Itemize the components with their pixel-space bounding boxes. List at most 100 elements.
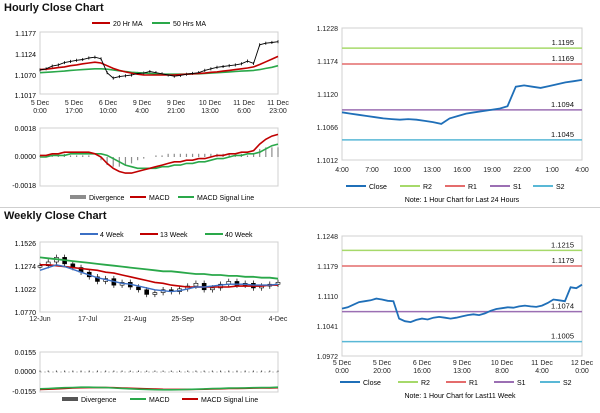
pivot-r2-label: 1.1195	[552, 38, 574, 47]
close-line	[341, 79, 583, 125]
ma20-line	[39, 55, 279, 76]
y-tick: 1.1124	[15, 52, 36, 59]
y-tick: 0.0018	[15, 126, 37, 133]
x-tick-label: 4:00	[335, 167, 349, 174]
y-tick: 1.0972	[317, 354, 339, 361]
y-tick: 1.1526	[15, 241, 37, 248]
hourly-price-x-ticks: 5 Dec 0:00 5 Dec 17:00 6 Dec 10:00 9 Dec 4:00 9 …	[31, 100, 289, 115]
y-tick: 1.1174	[317, 59, 338, 66]
candle-body	[37, 265, 43, 268]
x-tick-label: 19:00	[483, 167, 501, 174]
weekly-macd-chart: 0.0155 0.0000 -0.0155 Divergence MACD MA…	[12, 350, 279, 404]
weekly-section-title: Weekly Close Chart	[4, 210, 107, 222]
legend-divergence-swatch	[62, 397, 78, 401]
macd-line	[39, 386, 279, 391]
candle-body	[234, 281, 240, 286]
x-tick-label: 4-Dec	[269, 316, 288, 323]
legend-r2-label: R2	[423, 184, 432, 191]
y-tick: 1.1177	[15, 31, 36, 38]
weekly-macd-plot-area	[39, 351, 279, 393]
x-tick-label: 9 Dec 13:00	[453, 360, 472, 375]
weekly-pivot-x-ticks: 5 Dec 0:00 5 Dec 20:00 6 Dec 16:00 9 Dec 13:00 1…	[333, 360, 594, 375]
hourly-macd-legend: Divergence MACD MACD Signal Line	[70, 195, 254, 202]
legend-signal-label: MACD Signal Line	[201, 397, 258, 404]
y-tick: 0.0000	[15, 369, 37, 376]
weekly-price-plot-area	[39, 241, 279, 313]
y-tick: 1.1012	[317, 158, 339, 165]
legend-13week-label: 13 Week	[160, 232, 188, 239]
hourly-price-legend: 20 Hr MA 50 Hrs MA	[92, 21, 206, 28]
x-tick-label: 12-Jun	[29, 316, 51, 323]
weekly-macd-legend: Divergence MACD MACD Signal Line	[62, 397, 258, 404]
price-line	[39, 41, 279, 79]
candle-body	[95, 276, 100, 282]
x-tick-label: 16:00	[453, 167, 471, 174]
legend-divergence-label: Divergence	[81, 397, 117, 404]
x-tick-label: 5 Dec 17:00	[65, 100, 84, 115]
legend-close-label: Close	[363, 380, 381, 387]
pivot-s1-label: 1.1094	[551, 100, 574, 109]
y-tick: 1.1120	[317, 92, 338, 99]
y-tick: 1.0770	[15, 310, 37, 317]
legend-r1-label: R1	[469, 380, 478, 387]
y-tick: 1.1041	[317, 324, 339, 331]
x-tick-label: 12 Dec 0:00	[571, 360, 594, 375]
candle-body	[45, 261, 51, 267]
legend-s2-label: S2	[556, 184, 565, 191]
candle-body	[144, 289, 149, 295]
x-tick-label: 10:00	[393, 167, 411, 174]
weekly-price-x-ticks: 12-Jun 17-Jul 21-Aug 25-Sep 30-Oct 4-Dec	[29, 316, 288, 323]
x-tick-label: 7:00	[365, 167, 379, 174]
weekly-note: Note: 1 Hour Chart for Last11 Week	[404, 393, 516, 400]
x-tick-label: 22:00	[513, 167, 531, 174]
legend-divergence-label: Divergence	[89, 195, 125, 202]
section-divider	[0, 207, 600, 208]
candle-body	[210, 287, 215, 291]
x-tick-label: 11 Dec 23:00	[267, 100, 289, 115]
ma13-line	[40, 263, 278, 288]
ma40-line	[39, 256, 279, 280]
x-tick-label: 10 Dec 8:00	[491, 360, 514, 375]
weekly-pivot-y-ticks: 1.1248 1.1179 1.1110 1.1041 1.0972	[317, 234, 339, 361]
legend-divergence-swatch	[70, 195, 86, 199]
y-tick: -0.0018	[12, 183, 36, 190]
x-tick-label: 5 Dec 20:00	[373, 360, 392, 375]
x-tick-label: 25-Sep	[172, 316, 195, 323]
x-tick-label: 6 Dec 10:00	[99, 100, 118, 115]
y-tick: 1.1248	[317, 234, 339, 241]
x-tick-label: 5 Dec 0:00	[31, 100, 50, 115]
pivot-r1-label: 1.1179	[552, 256, 574, 265]
candle-body	[193, 282, 199, 287]
x-tick-label: 10 Dec 13:00	[199, 100, 222, 115]
weekly-price-chart: 4 Week 13 Week 40 Week 1.1526 1.1274 1.1…	[15, 232, 288, 323]
candle-body	[136, 286, 141, 291]
legend-40week-label: 40 Week	[225, 232, 253, 239]
y-tick: 1.1017	[15, 93, 37, 100]
legend-s1-label: S1	[513, 184, 522, 191]
y-tick: 1.1228	[317, 26, 339, 33]
macd-signal-line	[40, 143, 279, 170]
legend-r1-label: R1	[468, 184, 477, 191]
hourly-pivot-y-ticks: 1.1228 1.1174 1.1120 1.1066 1.1012	[317, 26, 339, 165]
hourly-price-chart: 20 Hr MA 50 Hrs MA 1.1177 1.1124 1.1070 …	[15, 21, 290, 115]
x-tick-label: 17-Jul	[78, 316, 98, 323]
x-tick-label: 21-Aug	[124, 316, 147, 323]
hourly-pivot-x-ticks: 4:00 7:00 10:00 13:00 16:00 19:00 22:00 1:00 4:0…	[335, 167, 589, 174]
legend-macd-label: MACD	[149, 195, 170, 202]
x-tick-label: 9 Dec 21:00	[167, 100, 186, 115]
hourly-section-title: Hourly Close Chart	[4, 2, 104, 14]
x-tick-label: 11 Dec 4:00	[531, 360, 553, 375]
weekly-price-legend: 4 Week 13 Week 40 Week	[80, 232, 253, 239]
x-tick-label: 4:00	[575, 167, 589, 174]
legend-macd-label: MACD	[149, 397, 170, 404]
x-tick-label: 5 Dec 0:00	[333, 360, 352, 375]
pivot-s2-label: 1.1005	[551, 332, 574, 341]
weekly-pivot-chart: 1.1248 1.1179 1.1110 1.1041 1.0972 5 Dec 0:00…	[317, 234, 594, 400]
hourly-pivot-chart: 1.1228 1.1174 1.1120 1.1066 1.1012 4:00 7:00 1…	[317, 26, 589, 204]
hourly-price-y-ticks: 1.1177 1.1124 1.1070 1.1017	[15, 31, 37, 100]
hourly-pivot-plot-area	[341, 27, 583, 161]
weekly-pivot-plot-area	[341, 235, 583, 357]
y-tick: 1.1274	[15, 264, 37, 271]
x-tick-label: 6 Dec 16:00	[413, 360, 432, 375]
y-tick: 0.0155	[15, 350, 37, 357]
